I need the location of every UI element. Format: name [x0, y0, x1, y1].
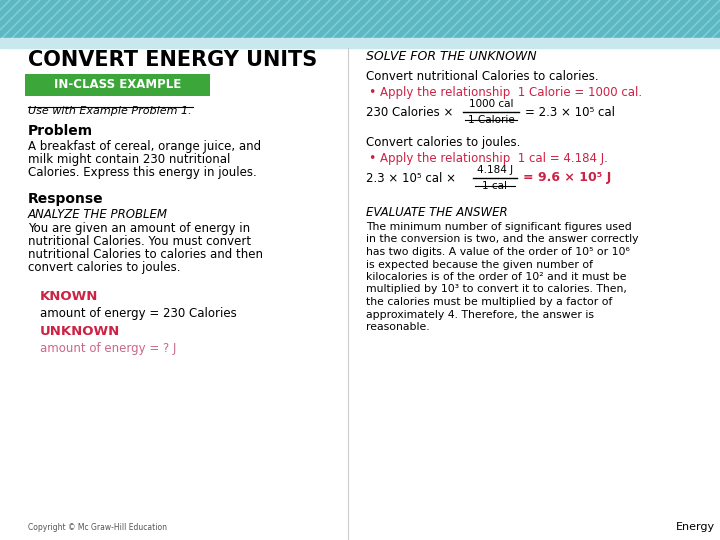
FancyBboxPatch shape — [25, 74, 210, 96]
Text: convert calories to joules.: convert calories to joules. — [28, 261, 181, 274]
Text: Energy: Energy — [676, 522, 715, 532]
Text: A breakfast of cereal, orange juice, and: A breakfast of cereal, orange juice, and — [28, 140, 261, 153]
Text: Problem: Problem — [28, 124, 93, 138]
Text: nutritional Calories to calories and then: nutritional Calories to calories and the… — [28, 248, 263, 261]
Text: nutritional Calories. You must convert: nutritional Calories. You must convert — [28, 235, 251, 248]
Text: •: • — [368, 152, 375, 165]
Text: the calories must be multiplied by a factor of: the calories must be multiplied by a fac… — [366, 297, 613, 307]
Text: 1000 cal: 1000 cal — [469, 99, 513, 109]
Text: 2.3 × 10⁵ cal ×: 2.3 × 10⁵ cal × — [366, 172, 456, 185]
Text: 230 Calories ×: 230 Calories × — [366, 105, 454, 118]
Text: milk might contain 230 nutritional: milk might contain 230 nutritional — [28, 153, 230, 166]
Bar — [0, 38, 720, 48]
Text: = 2.3 × 10⁵ cal: = 2.3 × 10⁵ cal — [525, 105, 615, 118]
Text: is expected because the given number of: is expected because the given number of — [366, 260, 593, 269]
Text: Calories. Express this energy in joules.: Calories. Express this energy in joules. — [28, 166, 257, 179]
Text: Response: Response — [28, 192, 104, 206]
Text: amount of energy = ? J: amount of energy = ? J — [40, 342, 176, 355]
Text: Apply the relationship  1 cal = 4.184 J.: Apply the relationship 1 cal = 4.184 J. — [380, 152, 608, 165]
Text: 1 Calorie: 1 Calorie — [467, 115, 514, 125]
Text: CONVERT ENERGY UNITS: CONVERT ENERGY UNITS — [28, 50, 318, 70]
Text: approximately 4. Therefore, the answer is: approximately 4. Therefore, the answer i… — [366, 309, 594, 320]
Text: ANALYZE THE PROBLEM: ANALYZE THE PROBLEM — [28, 208, 168, 221]
Text: Convert calories to joules.: Convert calories to joules. — [366, 136, 521, 149]
Text: kilocalories is of the order of 10² and it must be: kilocalories is of the order of 10² and … — [366, 272, 626, 282]
Text: EVALUATE THE ANSWER: EVALUATE THE ANSWER — [366, 206, 508, 219]
Text: You are given an amount of energy in: You are given an amount of energy in — [28, 222, 250, 235]
Text: IN-CLASS EXAMPLE: IN-CLASS EXAMPLE — [55, 78, 181, 91]
Text: Convert nutritional Calories to calories.: Convert nutritional Calories to calories… — [366, 70, 598, 83]
Bar — [0, 0, 720, 38]
Text: Copyright © Mc Graw-Hill Education: Copyright © Mc Graw-Hill Education — [28, 523, 167, 532]
Text: SOLVE FOR THE UNKNOWN: SOLVE FOR THE UNKNOWN — [366, 50, 536, 63]
Text: multiplied by 10³ to convert it to calories. Then,: multiplied by 10³ to convert it to calor… — [366, 285, 627, 294]
Text: reasonable.: reasonable. — [366, 322, 430, 332]
Text: has two digits. A value of the order of 10⁵ or 10⁶: has two digits. A value of the order of … — [366, 247, 630, 257]
Text: UNKNOWN: UNKNOWN — [40, 325, 120, 338]
Text: Apply the relationship  1 Calorie = 1000 cal.: Apply the relationship 1 Calorie = 1000 … — [380, 86, 642, 99]
Text: in the conversion is two, and the answer correctly: in the conversion is two, and the answer… — [366, 234, 639, 245]
Text: = 9.6 × 10⁵ J: = 9.6 × 10⁵ J — [523, 172, 611, 185]
Text: 4.184 J: 4.184 J — [477, 165, 513, 175]
Text: amount of energy = 230 Calories: amount of energy = 230 Calories — [40, 307, 237, 320]
Text: Use with Example Problem 1.: Use with Example Problem 1. — [28, 106, 192, 116]
Text: 1 cal: 1 cal — [482, 181, 508, 191]
Text: •: • — [368, 86, 375, 99]
Text: KNOWN: KNOWN — [40, 290, 99, 303]
Text: The minimum number of significant figures used: The minimum number of significant figure… — [366, 222, 631, 232]
